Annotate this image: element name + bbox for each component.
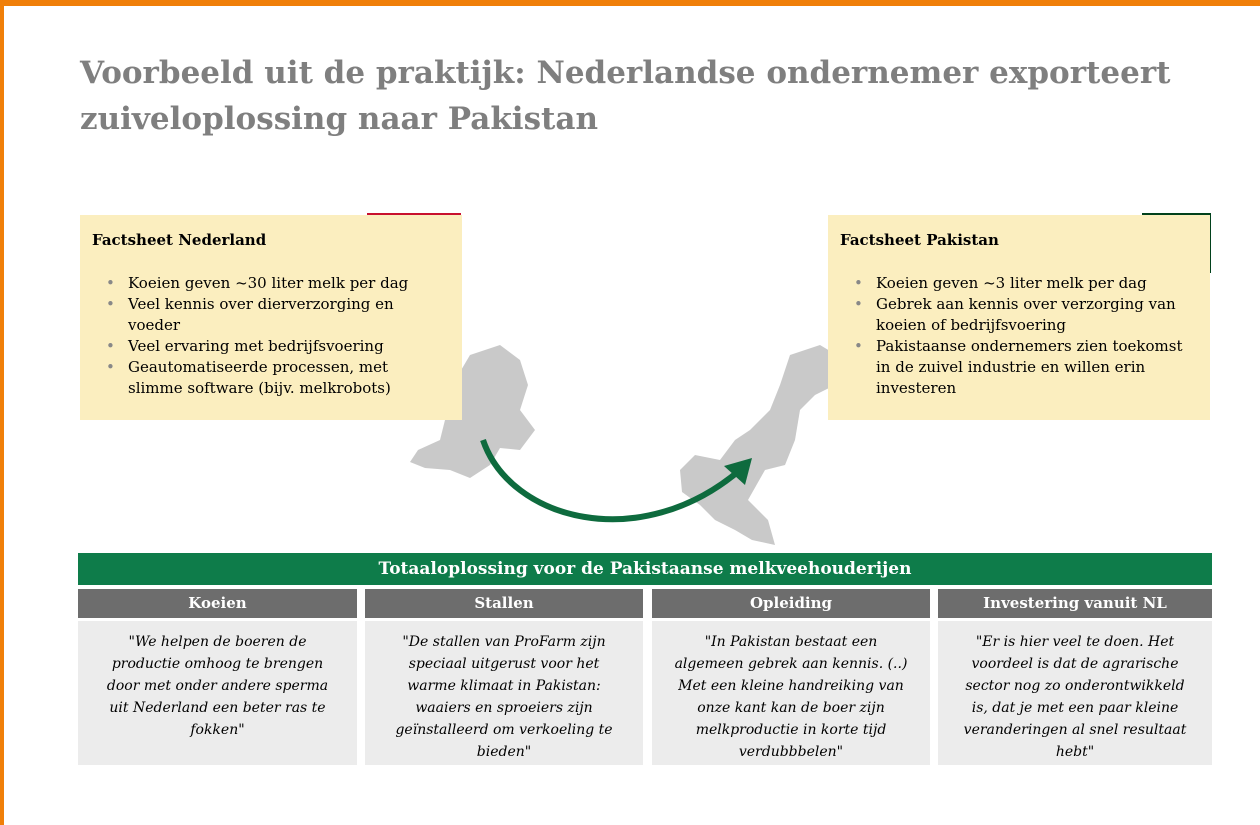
banner: Totaaloplossing voor de Pakistaanse melk… [78, 553, 1212, 585]
bullet: Pakistaanse ondernemers zien toekomst in… [854, 336, 1196, 399]
quote: "In Pakistan bestaat een algemeen gebrek… [652, 621, 930, 765]
title: Voorbeeld uit de praktijk: Nederlandse o… [80, 55, 1171, 137]
arrow-head [724, 458, 752, 485]
column-header: Stallen [365, 589, 643, 618]
bullet: Koeien geven ~3 liter melk per dag [854, 273, 1196, 294]
top-border [0, 0, 1260, 6]
bullet-list: Koeien geven ~30 liter melk per dagVeel … [92, 273, 428, 399]
quote: "Er is hier veel te doen. Het voordeel i… [938, 621, 1212, 765]
bullet: Veel kennis over dierverzorging en voede… [106, 294, 428, 336]
factsheet-title: Factsheet Pakistan [840, 231, 999, 249]
bullet: Koeien geven ~30 liter melk per dag [106, 273, 428, 294]
bullet-list: Koeien geven ~3 liter melk per dagGebrek… [840, 273, 1196, 399]
bullet: Geautomatiseerde processen, met slimme s… [106, 357, 428, 399]
map-netherlands [410, 345, 535, 478]
arrow [480, 439, 742, 523]
column-header: Opleiding [652, 589, 930, 618]
bullet: Gebrek aan kennis over verzorging van ko… [854, 294, 1196, 336]
map-pakistan [680, 345, 860, 545]
factsheet-title: Factsheet Nederland [92, 231, 267, 249]
factsheet: Factsheet Nederland Koeien geven ~30 lit… [80, 215, 462, 420]
left-border [0, 0, 4, 825]
factsheet: Factsheet Pakistan Koeien geven ~3 liter… [828, 215, 1210, 420]
bullet: Veel ervaring met bedrijfsvoering [106, 336, 428, 357]
quote: "De stallen van ProFarm zijn speciaal ui… [365, 621, 643, 765]
quote: "We helpen de boeren de productie omhoog… [78, 621, 357, 765]
column-header: Koeien [78, 589, 357, 618]
column-header: Investering vanuit NL [938, 589, 1212, 618]
